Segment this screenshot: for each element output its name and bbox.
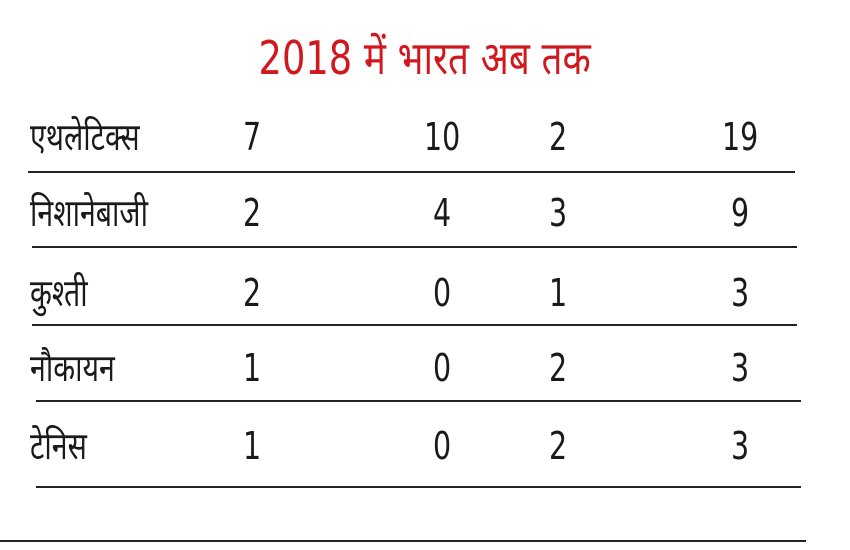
- total-cell: 3: [730, 424, 750, 468]
- sport-name: टेनिस: [30, 424, 87, 468]
- value-cell: 7: [242, 115, 262, 159]
- row-divider: [36, 400, 801, 402]
- sport-name: नौकायन: [30, 346, 115, 390]
- value-cell: 1: [548, 271, 568, 315]
- value-cell: 2: [242, 271, 262, 315]
- table-row: टेनिस 1 0 2 3: [0, 416, 850, 476]
- value-cell: 4: [432, 191, 452, 235]
- table-row: निशानेबाजी 2 4 3 9: [0, 183, 850, 243]
- sport-name: निशानेबाजी: [30, 191, 148, 235]
- row-divider: [32, 324, 797, 326]
- table-row: एथलेटिक्स 7 10 2 19: [0, 107, 850, 167]
- bottom-rule: [0, 540, 806, 542]
- sport-name: एथलेटिक्स: [30, 115, 140, 159]
- total-cell: 19: [721, 115, 759, 159]
- value-cell: 0: [432, 346, 452, 390]
- value-cell: 1: [242, 424, 262, 468]
- value-cell: 1: [242, 346, 262, 390]
- title-text: 2018 में भारत अब तक: [258, 31, 592, 85]
- table-title: 2018 में भारत अब तक: [0, 28, 850, 88]
- value-cell: 2: [548, 115, 568, 159]
- total-cell: 9: [730, 191, 750, 235]
- total-cell: 3: [730, 271, 750, 315]
- total-cell: 3: [730, 346, 750, 390]
- row-divider: [28, 171, 795, 173]
- table-row: कुश्ती 2 0 1 3: [0, 263, 850, 323]
- row-divider: [32, 246, 797, 248]
- row-divider: [36, 486, 801, 488]
- value-cell: 2: [548, 424, 568, 468]
- value-cell: 3: [548, 191, 568, 235]
- table-row: नौकायन 1 0 2 3: [0, 338, 850, 398]
- value-cell: 2: [548, 346, 568, 390]
- sport-name: कुश्ती: [30, 271, 88, 315]
- value-cell: 2: [242, 191, 262, 235]
- value-cell: 0: [432, 271, 452, 315]
- value-cell: 10: [423, 115, 461, 159]
- value-cell: 0: [432, 424, 452, 468]
